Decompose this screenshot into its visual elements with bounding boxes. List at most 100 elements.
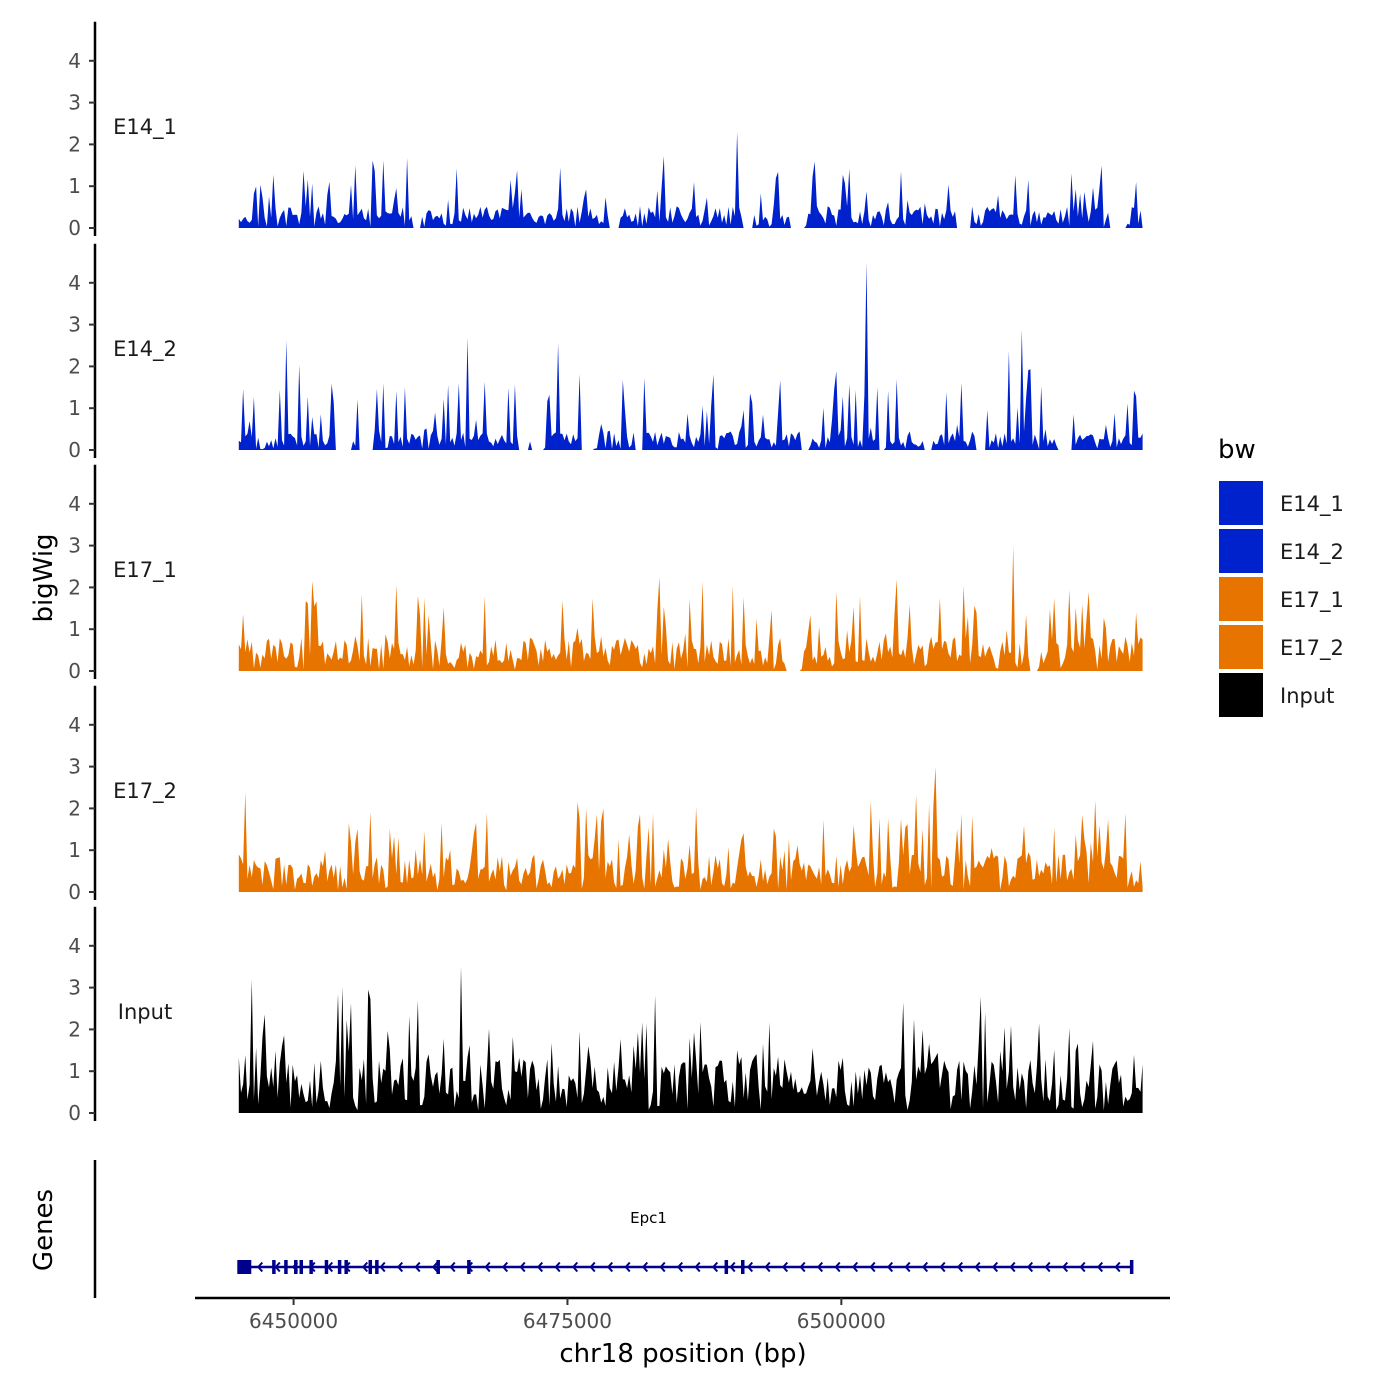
signal-area-E17_1 xyxy=(238,545,1143,671)
legend-swatch-E17_2 xyxy=(1217,623,1265,671)
strand-arrow xyxy=(536,1261,544,1273)
strand-arrow xyxy=(991,1261,999,1273)
strand-arrow xyxy=(816,1261,824,1273)
exon xyxy=(724,1260,729,1274)
strand-arrow xyxy=(746,1261,754,1273)
y-tick-label: 1 xyxy=(68,838,81,862)
gene-label: Epc1 xyxy=(630,1209,667,1227)
legend-label-E14_1: E14_1 xyxy=(1280,492,1344,517)
legend-title: bw xyxy=(1218,435,1256,465)
tracks-group: 0 1 2 3 4 E14_1 0 1 2 3 4 E14_2 0 1 2 3 4 E17_1 0 1 2 3 4 E17_2… xyxy=(68,21,1143,1125)
y-tick-label: 3 xyxy=(68,976,81,1000)
y-tick-label: 4 xyxy=(68,49,81,73)
strand-arrow xyxy=(1096,1261,1104,1273)
exon xyxy=(324,1260,329,1274)
exon xyxy=(272,1260,276,1274)
x-tick-label: 6450000 xyxy=(249,1309,338,1333)
strand-arrow xyxy=(939,1261,946,1273)
strand-arrow xyxy=(711,1261,719,1273)
legend-swatch-E14_2 xyxy=(1217,527,1265,575)
y-tick-label: 2 xyxy=(68,354,81,378)
y-tick-label: 4 xyxy=(68,492,81,516)
y-tick-label: 4 xyxy=(68,934,81,958)
x-tick-label: 6475000 xyxy=(523,1309,612,1333)
track-label: E14_1 xyxy=(113,115,177,140)
legend-swatch-E14_1 xyxy=(1217,479,1265,527)
y-tick-label: 0 xyxy=(68,659,81,683)
y-tick-label: 1 xyxy=(68,174,81,198)
strand-arrow xyxy=(379,1261,386,1273)
y-tick-label: 0 xyxy=(68,880,81,904)
genes-axis-title: Genes xyxy=(29,1189,59,1271)
y-tick-label: 2 xyxy=(68,796,81,820)
legend-label-E17_1: E17_1 xyxy=(1280,588,1344,613)
strand-arrow xyxy=(974,1261,981,1273)
exon xyxy=(375,1260,379,1274)
strand-arrow xyxy=(904,1261,911,1273)
legend-label-E17_2: E17_2 xyxy=(1280,636,1344,661)
strand-arrow xyxy=(484,1261,491,1273)
strand-arrow xyxy=(554,1261,561,1273)
y-tick-label: 3 xyxy=(68,534,81,558)
legend-label-E14_2: E14_2 xyxy=(1280,540,1344,565)
y-tick-label: 1 xyxy=(68,1059,81,1083)
strand-arrow xyxy=(851,1261,859,1273)
gene-Epc1: Epc1 xyxy=(237,1209,1134,1274)
y-axis-title: bigWig xyxy=(29,533,59,622)
strand-arrow xyxy=(676,1261,684,1273)
strand-arrow xyxy=(256,1261,264,1273)
y-tick-label: 4 xyxy=(68,271,81,295)
exon xyxy=(284,1260,288,1274)
signal-area-E17_2 xyxy=(238,766,1143,892)
strand-arrow xyxy=(799,1261,806,1273)
strand-arrow xyxy=(921,1261,929,1273)
y-tick-label: 4 xyxy=(68,713,81,737)
strand-arrow xyxy=(274,1261,281,1273)
exon xyxy=(741,1260,745,1274)
x-tick-label: 6500000 xyxy=(797,1309,886,1333)
exon xyxy=(299,1260,304,1274)
strand-arrow xyxy=(396,1261,404,1273)
signal-area-Input xyxy=(238,966,1143,1113)
x-axis: 6450000 6475000 6500000 xyxy=(195,1296,1170,1333)
exon xyxy=(436,1260,440,1274)
y-tick-label: 1 xyxy=(68,617,81,641)
exon xyxy=(337,1260,342,1274)
strand-arrow xyxy=(571,1261,579,1273)
y-tick-label: 2 xyxy=(68,1017,81,1041)
exon xyxy=(467,1260,471,1274)
strand-arrow xyxy=(956,1261,964,1273)
track-Input: 0 1 2 3 4 Input xyxy=(68,906,1143,1125)
track-E17_1: 0 1 2 3 4 E17_1 xyxy=(68,464,1143,683)
strand-arrow xyxy=(414,1261,421,1273)
strand-arrow xyxy=(519,1261,526,1273)
strand-arrow xyxy=(659,1261,666,1273)
strand-arrow xyxy=(1009,1261,1016,1273)
strand-arrow xyxy=(361,1261,369,1273)
track-E14_1: 0 1 2 3 4 E14_1 xyxy=(68,21,1143,240)
strand-arrow xyxy=(729,1261,736,1273)
strand-arrow xyxy=(834,1261,841,1273)
strand-arrow xyxy=(326,1261,334,1273)
strand-arrow xyxy=(1061,1261,1069,1273)
x-axis-title: chr18 position (bp) xyxy=(559,1339,806,1369)
strand-arrow xyxy=(1026,1261,1034,1273)
track-E14_2: 0 1 2 3 4 E14_2 xyxy=(68,243,1143,462)
strand-arrow xyxy=(589,1261,596,1273)
strand-arrow xyxy=(1044,1261,1051,1273)
y-tick-label: 2 xyxy=(68,575,81,599)
legend: bw E14_1 E14_2 E17_1 E17_2 Input xyxy=(1217,435,1344,719)
strand-arrow xyxy=(869,1261,876,1273)
strand-arrow xyxy=(624,1261,631,1273)
track-label: Input xyxy=(118,1000,172,1024)
exon xyxy=(368,1260,373,1274)
strand-arrow xyxy=(449,1261,456,1273)
exon xyxy=(294,1260,298,1274)
strand-arrow xyxy=(431,1261,439,1273)
exon xyxy=(1129,1260,1134,1274)
y-tick-label: 3 xyxy=(68,91,81,115)
y-tick-label: 2 xyxy=(68,132,81,156)
strand-arrow xyxy=(1114,1261,1121,1273)
track-label: E17_2 xyxy=(113,779,177,804)
